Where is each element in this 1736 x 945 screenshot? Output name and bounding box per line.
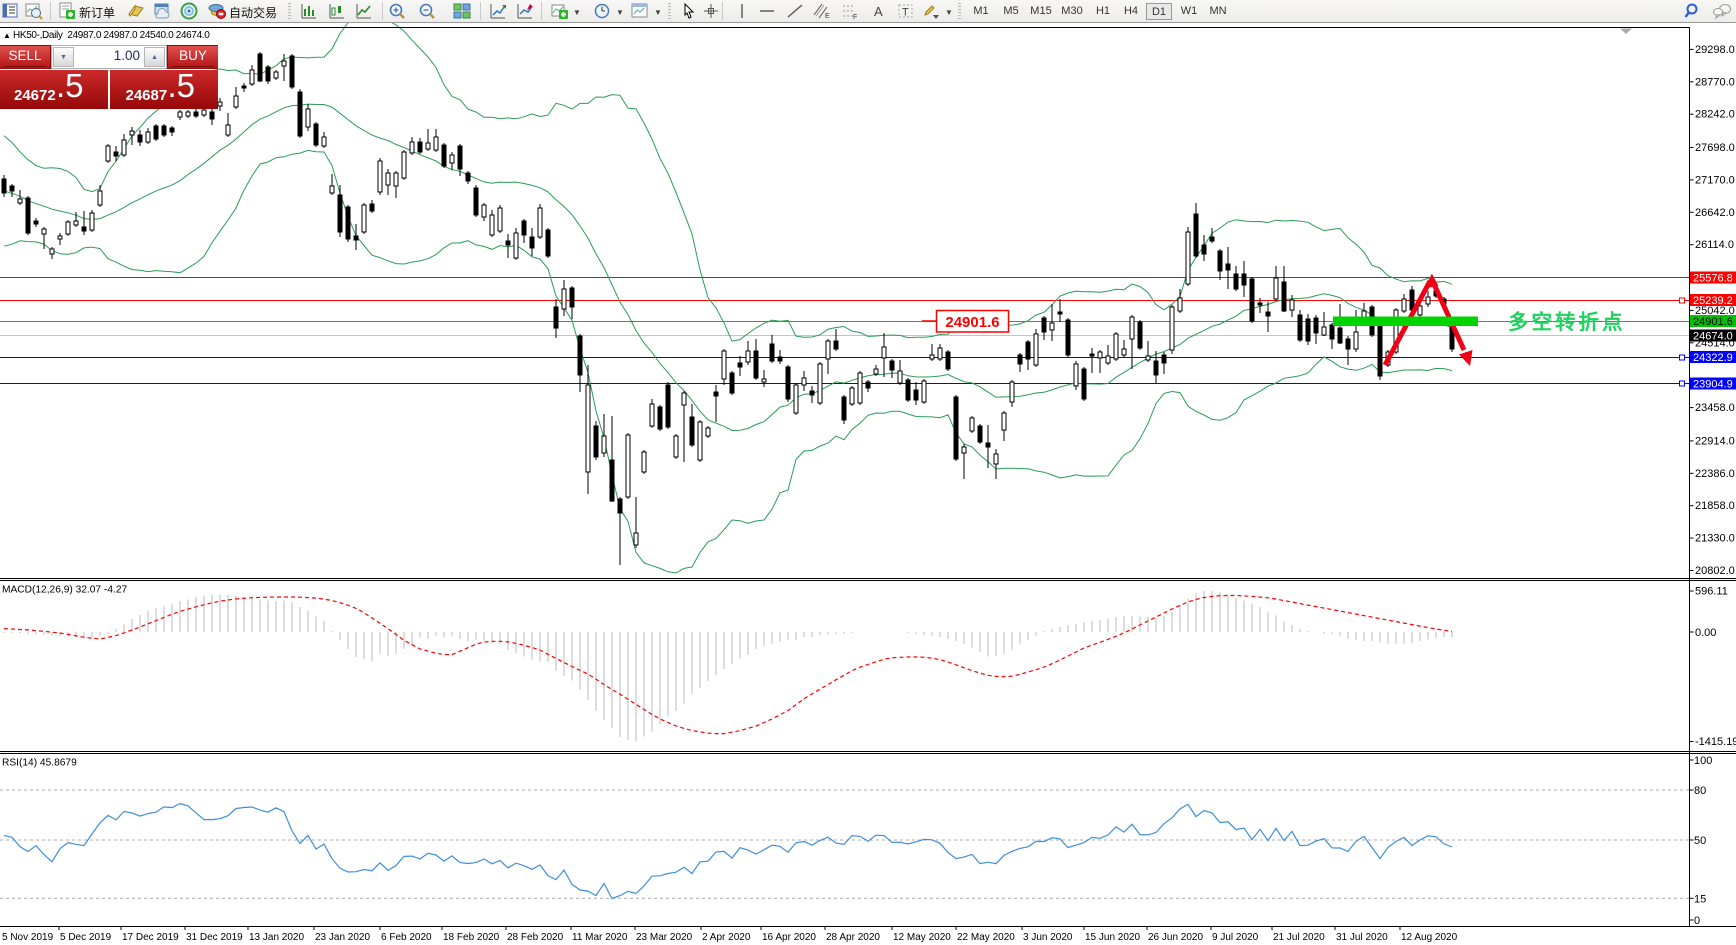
svg-text:多空转折点: 多空转折点: [1508, 310, 1626, 334]
svg-text:16 Apr 2020: 16 Apr 2020: [762, 932, 816, 943]
svg-text:25576.8: 25576.8: [1693, 273, 1733, 285]
svg-text:28 Apr 2020: 28 Apr 2020: [826, 932, 880, 943]
svg-text:100: 100: [1694, 755, 1712, 767]
svg-text:26 Jun 2020: 26 Jun 2020: [1148, 932, 1203, 943]
svg-text:596.11: 596.11: [1695, 586, 1728, 598]
svg-text:13 Jan 2020: 13 Jan 2020: [249, 932, 304, 943]
svg-text:24901.6: 24901.6: [945, 314, 999, 331]
svg-text:20802.0: 20802.0: [1695, 565, 1735, 577]
svg-text:21858.0: 21858.0: [1695, 500, 1735, 512]
svg-text:21 Jul 2020: 21 Jul 2020: [1273, 932, 1325, 943]
svg-text:80: 80: [1694, 785, 1706, 797]
svg-text:2 Apr 2020: 2 Apr 2020: [702, 932, 751, 943]
svg-text:28770.0: 28770.0: [1695, 76, 1735, 88]
svg-text:24322.9: 24322.9: [1693, 352, 1733, 364]
svg-text:9 Jul 2020: 9 Jul 2020: [1212, 932, 1259, 943]
svg-text:-1415.19: -1415.19: [1695, 736, 1736, 748]
svg-text:23904.9: 23904.9: [1693, 379, 1733, 391]
svg-text:23458.0: 23458.0: [1695, 402, 1735, 414]
svg-text:15: 15: [1694, 893, 1706, 905]
svg-text:17 Dec 2019: 17 Dec 2019: [122, 932, 179, 943]
svg-text:29298.0: 29298.0: [1695, 44, 1735, 56]
svg-text:RSI(14) 45.8679: RSI(14) 45.8679: [2, 758, 77, 769]
svg-text:23 Mar 2020: 23 Mar 2020: [636, 932, 693, 943]
svg-text:12 May 2020: 12 May 2020: [893, 932, 951, 943]
svg-text:27698.0: 27698.0: [1695, 142, 1735, 154]
svg-text:22914.0: 22914.0: [1695, 435, 1735, 447]
svg-text:11 Mar 2020: 11 Mar 2020: [572, 932, 628, 943]
svg-text:MACD(12,26,9) 32.07 -4.27: MACD(12,26,9) 32.07 -4.27: [2, 585, 127, 596]
svg-text:F: F: [853, 14, 857, 20]
svg-text:25042.0: 25042.0: [1695, 305, 1735, 317]
svg-text:25239.2: 25239.2: [1693, 295, 1733, 307]
svg-text:A: A: [874, 4, 883, 19]
svg-text:31 Dec 2019: 31 Dec 2019: [186, 932, 243, 943]
svg-text:31 Jul 2020: 31 Jul 2020: [1336, 932, 1388, 943]
svg-text:21330.0: 21330.0: [1695, 533, 1735, 545]
svg-text:22386.0: 22386.0: [1695, 468, 1735, 480]
svg-text:6 Feb 2020: 6 Feb 2020: [381, 932, 432, 943]
svg-text:12 Aug 2020: 12 Aug 2020: [1401, 932, 1458, 943]
svg-text:24674.0: 24674.0: [1693, 331, 1733, 343]
svg-text:0: 0: [1694, 915, 1700, 927]
svg-text:28 Feb 2020: 28 Feb 2020: [507, 932, 564, 943]
svg-text:0.00: 0.00: [1695, 627, 1716, 639]
svg-text:26114.0: 26114.0: [1695, 239, 1734, 251]
svg-text:27170.0: 27170.0: [1695, 174, 1735, 186]
svg-text:15 Jun 2020: 15 Jun 2020: [1085, 932, 1140, 943]
svg-text:18 Feb 2020: 18 Feb 2020: [443, 932, 500, 943]
svg-text:3 Jun 2020: 3 Jun 2020: [1023, 932, 1073, 943]
svg-text:24901.6: 24901.6: [1693, 316, 1733, 328]
svg-text:26642.0: 26642.0: [1695, 207, 1735, 219]
svg-text:50: 50: [1694, 835, 1706, 847]
svg-text:5 Nov 2019: 5 Nov 2019: [2, 932, 54, 943]
svg-text:5 Dec 2019: 5 Dec 2019: [60, 932, 112, 943]
svg-text:23 Jan 2020: 23 Jan 2020: [315, 932, 370, 943]
svg-text:28242.0: 28242.0: [1695, 109, 1735, 121]
svg-text:T: T: [902, 7, 909, 19]
svg-text:22 May 2020: 22 May 2020: [957, 932, 1015, 943]
svg-text:E: E: [825, 13, 830, 20]
